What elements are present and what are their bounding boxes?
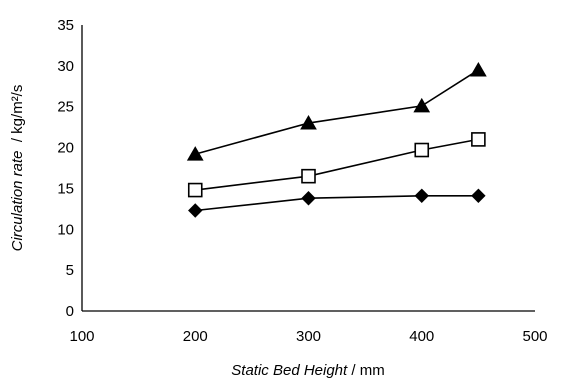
y-tick-label: 30 — [57, 58, 74, 75]
y-tick-label: 0 — [66, 303, 74, 320]
series-line — [195, 194, 479, 212]
data-point — [414, 188, 429, 203]
data-point — [188, 203, 203, 218]
x-tick-labels: 100 200 300 400 500 — [69, 328, 547, 345]
data-point — [471, 132, 486, 147]
y-axis-title: Circulation rate / kg/m²/s — [9, 85, 26, 252]
data-point — [186, 146, 204, 161]
x-tick-label: 300 — [296, 328, 321, 345]
x-tick-label: 200 — [183, 328, 208, 345]
y-tick-labels: 0 5 10 15 20 25 30 35 — [57, 17, 74, 320]
x-axis-title: Static Bed Height / mm — [231, 362, 384, 379]
data-point — [471, 188, 486, 203]
data-point — [414, 142, 430, 158]
data-point — [300, 115, 317, 130]
x-axis-title-unit: / mm — [347, 362, 385, 379]
y-axis-title-unit: / kg/m²/s — [9, 85, 26, 151]
y-tick-label: 35 — [57, 17, 74, 34]
y-tick-label: 15 — [57, 180, 74, 197]
series-triangle-filled — [186, 61, 487, 161]
y-tick-label: 20 — [57, 140, 74, 157]
x-tick-label: 500 — [522, 328, 547, 345]
data-point — [301, 191, 316, 206]
x-tick-label: 400 — [409, 328, 434, 345]
y-tick-label: 5 — [66, 262, 74, 279]
y-tick-label: 10 — [57, 221, 74, 238]
series-diamond-filled — [188, 188, 486, 218]
data-point — [187, 182, 203, 198]
data-point — [413, 97, 431, 113]
data-point — [301, 168, 316, 184]
y-axis-title-name: Circulation rate — [9, 150, 26, 251]
series-square-open — [187, 132, 486, 198]
data-point — [470, 61, 487, 77]
series-line — [195, 138, 479, 191]
series-line — [195, 69, 479, 155]
x-axis-title-name: Static Bed Height — [231, 362, 348, 379]
series-layer — [186, 61, 487, 218]
y-tick-label: 25 — [57, 99, 74, 116]
x-tick-label: 100 — [69, 328, 94, 345]
